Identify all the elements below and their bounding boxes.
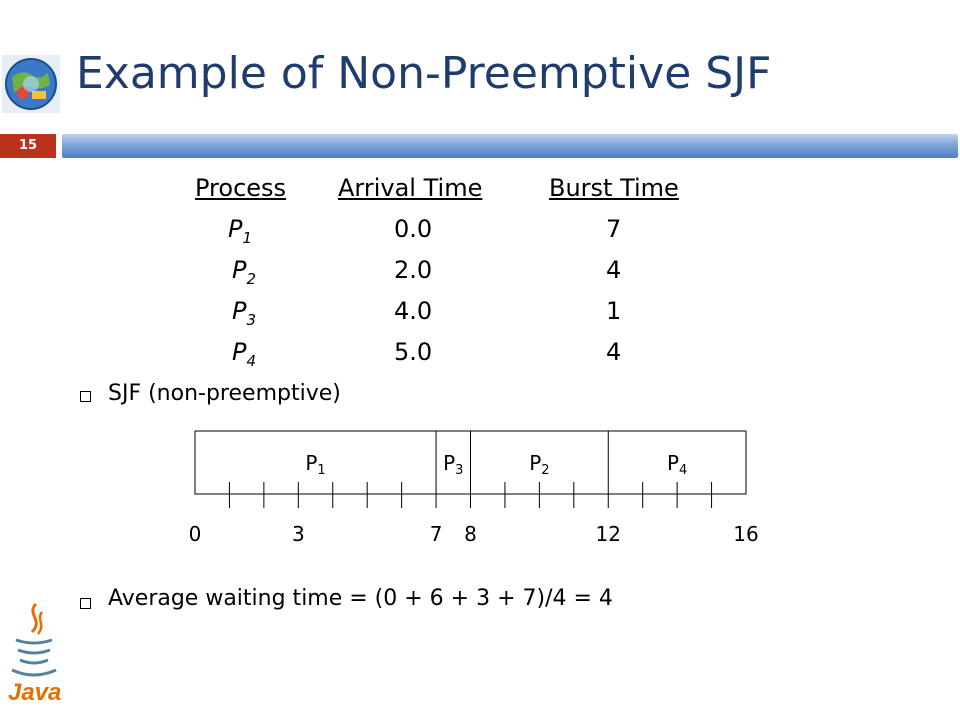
slide-number-badge: 15 <box>0 134 56 158</box>
process-name-p4: P4 <box>232 338 257 370</box>
gantt-time-label: 7 <box>430 522 443 546</box>
arrival-time-p1: 0.0 <box>394 215 433 243</box>
burst-time-p3: 1 <box>606 297 622 325</box>
gantt-segment-label-p2: P2 <box>529 451 549 478</box>
process-name-p1: P1 <box>228 215 253 247</box>
gantt-time-label: 16 <box>733 522 758 546</box>
process-name-p3: P3 <box>232 297 257 329</box>
arrival-time-p3: 4.0 <box>394 297 433 325</box>
burst-time-p1: 7 <box>606 215 622 243</box>
gantt-time-label: 0 <box>189 522 202 546</box>
slide-title: Example of Non-Preemptive SJF <box>76 48 772 99</box>
gantt-time-label: 3 <box>292 522 305 546</box>
bullet-square-icon <box>80 391 91 402</box>
gantt-time-label: 8 <box>464 522 477 546</box>
gantt-segment-label-p1: P1 <box>305 451 325 478</box>
burst-time-p2: 4 <box>606 256 622 284</box>
java-logo-icon: Java <box>8 602 61 705</box>
arrival-time-p2: 2.0 <box>394 256 433 284</box>
arrival-time-p4: 5.0 <box>394 338 433 366</box>
gantt-time-label: 12 <box>596 522 621 546</box>
header-burst-time: Burst Time <box>549 174 679 202</box>
globe-logo-icon <box>2 55 60 113</box>
bullet-sjf-label: SJF (non-preemptive) <box>108 381 341 406</box>
svg-text:Java: Java <box>8 679 61 705</box>
bullet-square-icon <box>80 598 91 609</box>
process-name-p2: P2 <box>232 256 257 288</box>
title-divider-bar <box>62 134 958 158</box>
gantt-segment-label-p4: P4 <box>667 451 687 478</box>
gantt-segment-label-p3: P3 <box>443 451 463 478</box>
burst-time-p4: 4 <box>606 338 622 366</box>
header-process: Process <box>195 174 287 202</box>
average-waiting-time: Average waiting time = (0 + 6 + 3 + 7)/4… <box>108 586 613 611</box>
header-arrival-time: Arrival Time <box>338 174 483 202</box>
